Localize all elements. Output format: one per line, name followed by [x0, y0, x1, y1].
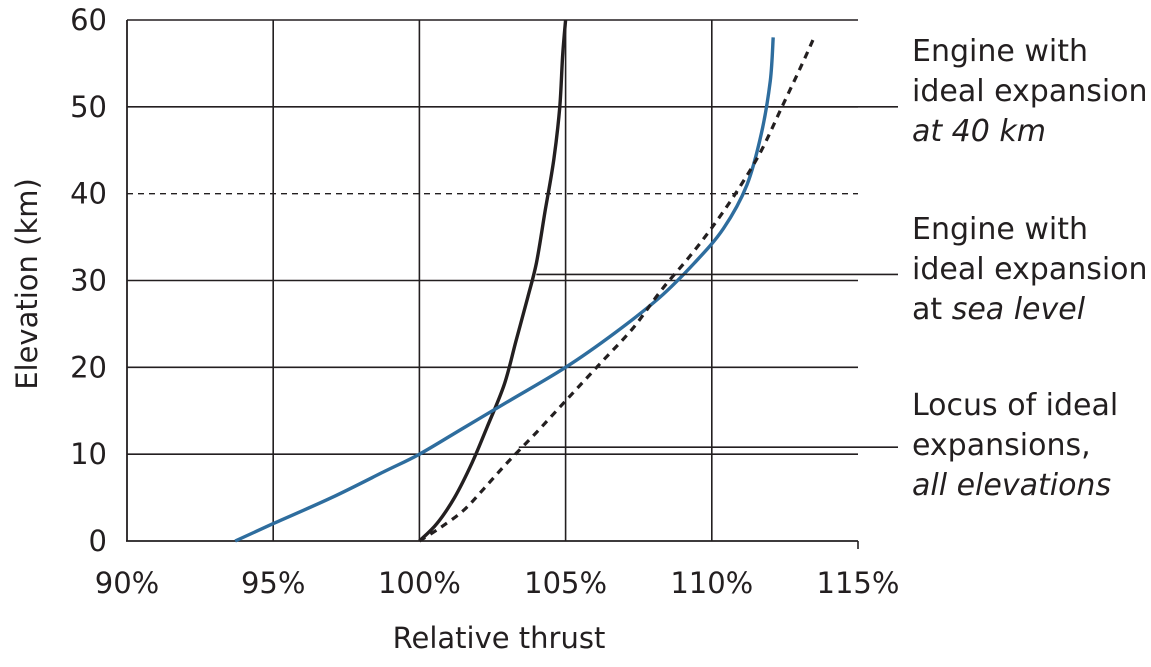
annotation-leaders [518, 106, 898, 449]
y-tick-label: 20 [70, 350, 107, 384]
y-tick-label: 50 [70, 90, 107, 124]
annotation-locus: Locus of ideal expansions, all elevation… [912, 386, 1118, 506]
annotation-sea-level-italic: sea level [951, 292, 1086, 327]
x-tick-label: 100% [378, 566, 461, 600]
annotation-sea-level-line-2: ideal expansion [912, 252, 1148, 287]
y-tick-label: 60 [70, 3, 107, 37]
annotation-locus-line-1: Locus of ideal [912, 388, 1119, 423]
y-axis-label: Elevation (km) [10, 178, 44, 390]
annotation-locus-line-3: all elevations [912, 466, 1118, 506]
x-tick-label: 115% [817, 566, 900, 600]
annotation-ideal-40km-line-1: Engine with [912, 34, 1089, 69]
x-tick-label: 90% [95, 566, 159, 600]
annotation-locus-italic: all elevations [912, 468, 1112, 503]
series-line-ideal-40km [234, 37, 775, 543]
annotation-ideal-40km-line-3: at 40 km [912, 112, 1148, 152]
x-tick-label: 110% [670, 566, 753, 600]
annotation-ideal-40km-line-2: ideal expansion [912, 74, 1148, 109]
y-tick-label: 0 [89, 524, 107, 558]
series-line-sea-level [418, 19, 568, 543]
x-axis-label: Relative thrust [393, 621, 606, 655]
annotation-sea-level-line-1: Engine with [912, 212, 1089, 247]
annotation-sea-level-line-3: at sea level [912, 290, 1148, 330]
annotation-ideal-40km: Engine with ideal expansion at 40 km [912, 32, 1148, 152]
y-tick-label: 40 [70, 177, 107, 211]
y-tick-label: 10 [70, 437, 107, 471]
grid [127, 19, 858, 541]
series-group [234, 19, 816, 543]
series-line-locus [418, 36, 816, 543]
annotation-sea-level-prefix: at [912, 292, 952, 327]
tick-labels: 90% 95% 100% 105% 110% 115% 0 10 20 30 40 50 60 [70, 3, 899, 600]
axes [126, 20, 859, 549]
annotation-ideal-40km-italic: at 40 km [912, 114, 1046, 149]
y-tick-label: 30 [70, 264, 107, 298]
x-tick-label: 105% [524, 566, 607, 600]
annotation-sea-level: Engine with ideal expansion at sea level [912, 210, 1148, 330]
x-tick-label: 95% [241, 566, 305, 600]
annotation-locus-line-2: expansions, [912, 428, 1091, 463]
